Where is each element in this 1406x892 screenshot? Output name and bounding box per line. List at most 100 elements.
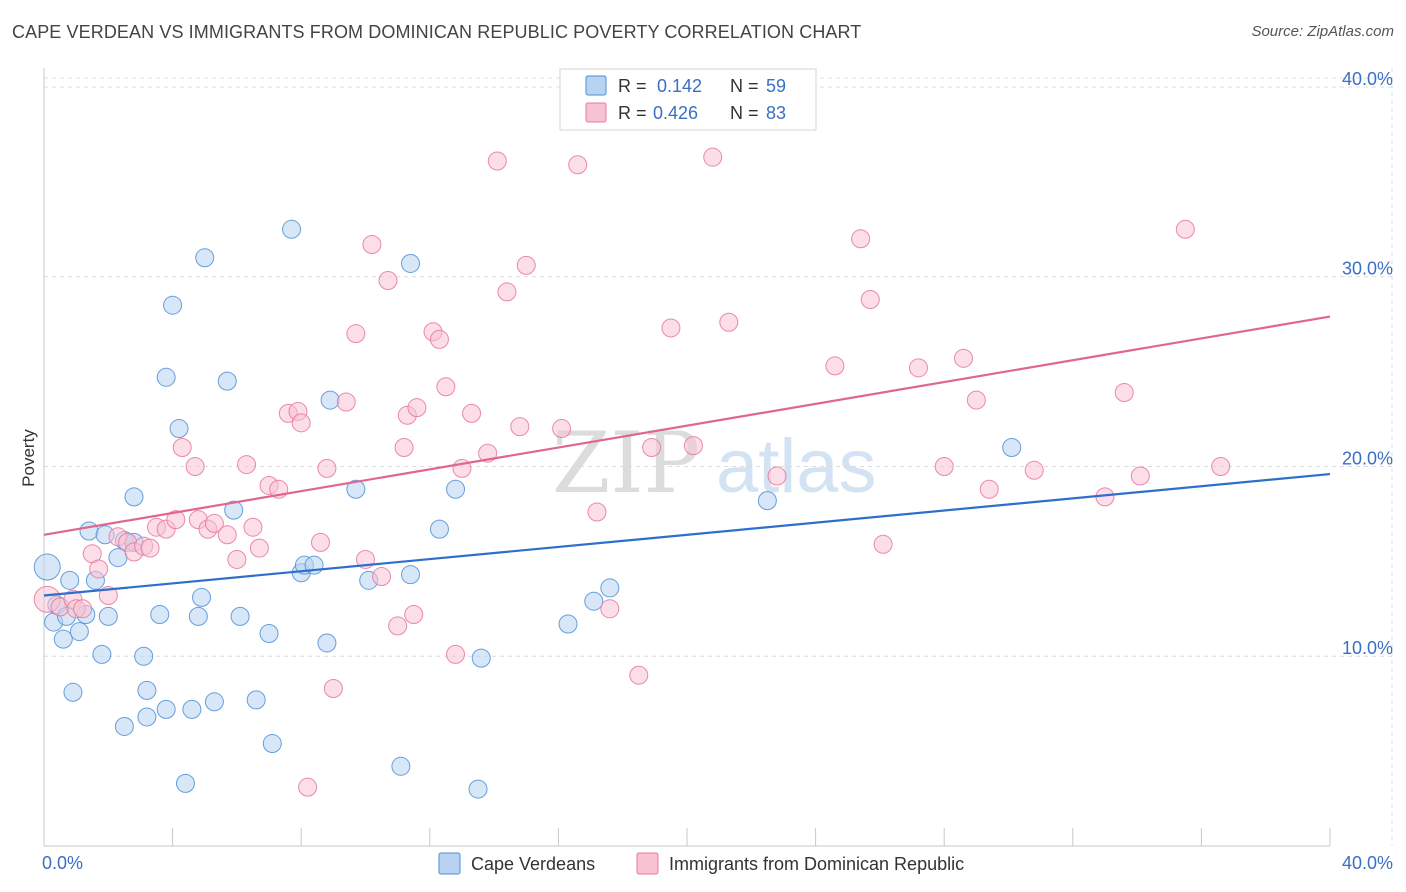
point-dominican <box>825 356 845 376</box>
point-dominican <box>243 517 263 537</box>
point-cape-verdean <box>195 248 215 268</box>
x-tick-label-min: 0.0% <box>42 853 83 873</box>
legend-pink-r-value: 0.426 <box>653 103 698 123</box>
legend-blue-r-label: R = <box>618 76 647 96</box>
x-tick-label-max: 40.0% <box>1342 853 1393 873</box>
point-cape-verdean <box>98 606 118 626</box>
point-dominican <box>237 455 257 475</box>
point-dominican <box>587 502 607 522</box>
y-tick-labels: 10.0% 20.0% 30.0% 40.0% <box>1342 69 1393 658</box>
point-cape-verdean <box>33 553 61 581</box>
point-dominican <box>436 377 456 397</box>
point-cape-verdean <box>137 680 157 700</box>
point-cape-verdean <box>60 570 80 590</box>
point-cape-verdean <box>230 606 250 626</box>
point-cape-verdean <box>346 479 366 499</box>
bottom-legend: Cape Verdeans Immigrants from Dominican … <box>438 852 964 875</box>
point-dominican <box>1211 456 1231 476</box>
point-cape-verdean <box>259 623 279 643</box>
point-cape-verdean <box>246 690 266 710</box>
legend-pink-n-value: 83 <box>766 103 786 123</box>
legend-pink-n-label: N = <box>730 103 759 123</box>
point-cape-verdean <box>429 519 449 539</box>
legend-swatch-blue <box>585 75 607 96</box>
y-tick-label: 40.0% <box>1342 69 1393 89</box>
point-cape-verdean <box>1002 438 1022 458</box>
chart-title: CAPE VERDEAN VS IMMIGRANTS FROM DOMINICA… <box>12 22 862 42</box>
y-tick-label: 10.0% <box>1342 638 1393 658</box>
point-dominican <box>372 567 392 587</box>
trendline-cape-verdeans <box>43 472 1331 597</box>
point-dominican <box>703 147 723 167</box>
point-cape-verdean <box>124 487 144 507</box>
point-dominican <box>98 586 118 606</box>
point-cape-verdean <box>757 491 777 511</box>
point-dominican <box>1175 219 1195 239</box>
legend-blue-r-value: 0.142 <box>657 76 702 96</box>
point-dominican <box>908 358 928 378</box>
trendlines <box>43 315 1331 597</box>
chart-source: Source: ZipAtlas.com <box>1251 23 1394 40</box>
point-dominican <box>298 777 318 797</box>
point-cape-verdean <box>92 644 112 664</box>
point-cape-verdean <box>192 587 212 607</box>
point-cape-verdean <box>134 646 154 666</box>
point-dominican <box>851 229 871 249</box>
point-dominican <box>317 458 337 478</box>
watermark-zip: ZIP <box>552 414 700 512</box>
point-cape-verdean <box>188 606 208 626</box>
y-tick-label: 20.0% <box>1342 448 1393 468</box>
point-cape-verdean <box>156 699 176 719</box>
point-dominican <box>172 438 192 458</box>
point-cape-verdean <box>262 734 282 754</box>
bottom-legend-label-blue: Cape Verdeans <box>471 854 595 874</box>
point-cape-verdean <box>114 716 134 736</box>
point-dominican <box>249 538 269 558</box>
point-dominican <box>346 324 366 344</box>
point-cape-verdean <box>224 500 244 520</box>
point-cape-verdean <box>600 578 620 598</box>
point-cape-verdean <box>79 521 99 541</box>
legend-blue-n-label: N = <box>730 76 759 96</box>
point-dominican <box>568 155 588 175</box>
point-cape-verdean <box>471 648 491 668</box>
point-cape-verdean <box>217 371 237 391</box>
point-dominican <box>323 679 343 699</box>
legend-pink-r-label: R = <box>618 103 647 123</box>
point-dominican <box>719 312 739 332</box>
point-cape-verdean <box>69 622 89 642</box>
series-dominican-republic <box>33 147 1231 797</box>
point-dominican <box>1024 460 1044 480</box>
point-dominican <box>217 525 237 545</box>
point-cape-verdean <box>391 756 411 776</box>
point-dominican <box>683 436 703 456</box>
point-dominican <box>953 348 973 368</box>
point-dominican <box>336 392 356 412</box>
bottom-legend-swatch-pink <box>636 852 659 875</box>
point-cape-verdean <box>282 219 302 239</box>
point-cape-verdean <box>446 479 466 499</box>
point-cape-verdean <box>401 253 421 273</box>
point-cape-verdean <box>169 419 189 439</box>
point-dominican <box>979 479 999 499</box>
y-axis-label: Poverty <box>19 429 38 487</box>
point-cape-verdean <box>137 707 157 727</box>
point-dominican <box>462 403 482 423</box>
point-cape-verdean <box>53 629 73 649</box>
y-tick-label: 30.0% <box>1342 259 1393 279</box>
point-dominican <box>767 466 787 486</box>
point-dominican <box>661 318 681 338</box>
point-cape-verdean <box>317 633 337 653</box>
point-cape-verdean <box>163 295 183 315</box>
point-dominican <box>446 644 466 664</box>
x-ticks <box>43 828 1331 846</box>
point-dominican <box>510 417 530 437</box>
point-dominican <box>89 559 109 579</box>
point-dominican <box>185 456 205 476</box>
point-dominican <box>1130 466 1150 486</box>
legend-blue-n-value: 59 <box>766 76 786 96</box>
point-dominican <box>552 419 572 439</box>
point-cape-verdean <box>558 614 578 634</box>
point-dominican <box>1114 382 1134 402</box>
